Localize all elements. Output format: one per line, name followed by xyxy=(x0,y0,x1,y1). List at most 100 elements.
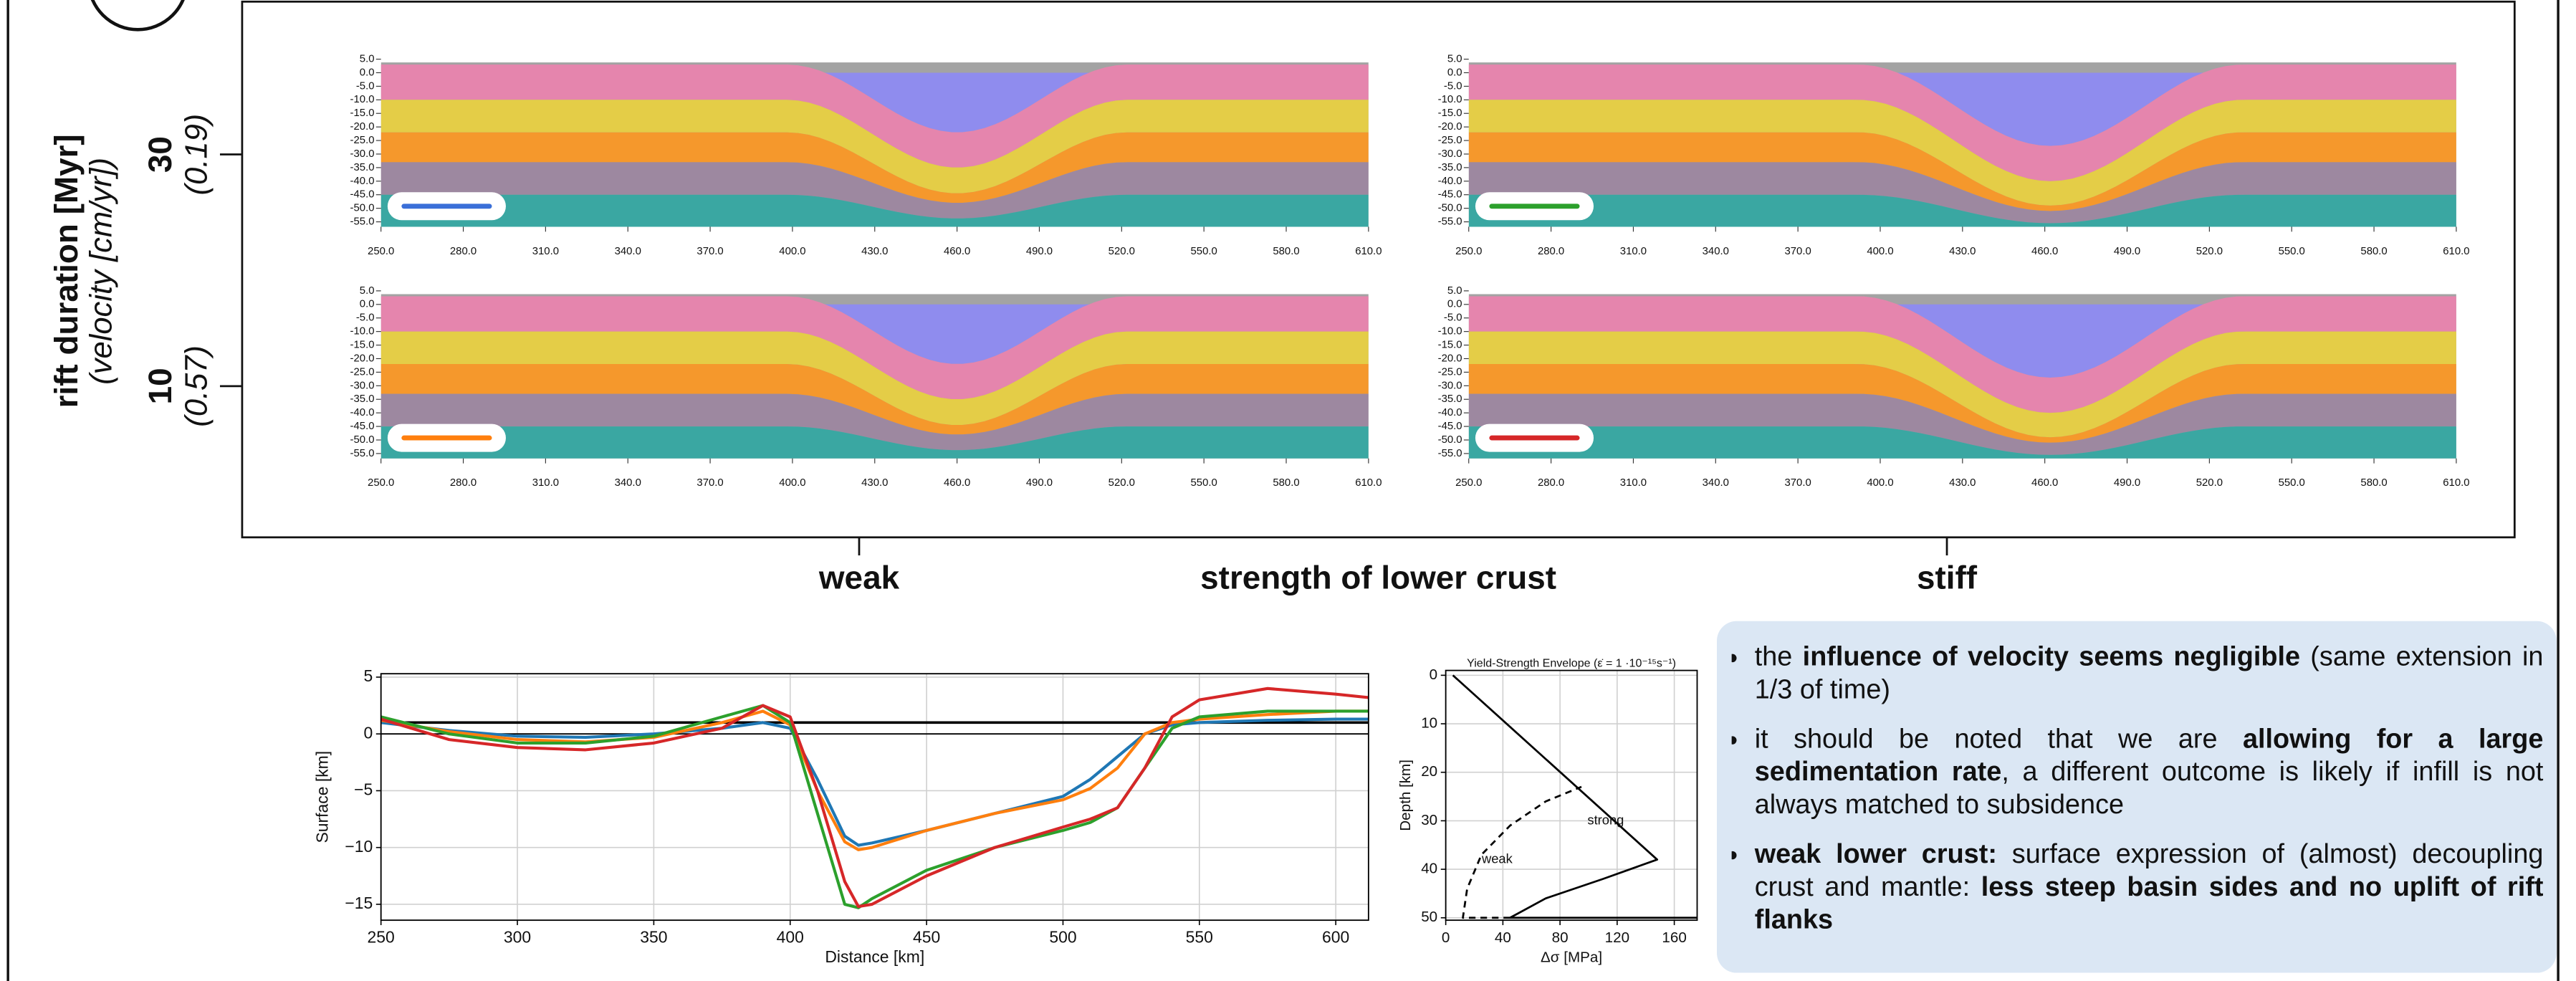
note: it should be noted that we are allowing … xyxy=(1755,723,2544,822)
x-tick-label: 580.0 xyxy=(2360,477,2387,489)
x-tick-label: 400.0 xyxy=(779,246,805,257)
y-tick-label: 50 xyxy=(1421,909,1437,925)
x-tick-label: 350 xyxy=(640,927,667,946)
series-line xyxy=(1462,785,1582,919)
note-text: the xyxy=(1754,642,1803,672)
y-tick-label: −5 xyxy=(354,780,373,799)
series-line xyxy=(380,717,1369,847)
y-tick-label: −15 xyxy=(345,894,373,912)
notes-container: the influence of velocity seems negligib… xyxy=(1732,641,2544,970)
x-tick-label: 250.0 xyxy=(1455,246,1482,257)
row-axis-title: rift duration [Myr] xyxy=(47,134,85,408)
y-tick-label: -30.0 xyxy=(1438,380,1462,391)
x-tick-label: 280.0 xyxy=(450,477,477,489)
x-tick-label: 520.0 xyxy=(1109,477,1135,489)
rock-layer xyxy=(1468,364,2456,443)
y-tick-label: -15.0 xyxy=(1438,107,1462,119)
x-tick-label: 370.0 xyxy=(1785,477,1811,489)
x-tick-label: 400.0 xyxy=(779,477,805,489)
series-line xyxy=(380,709,1369,851)
note-emphasis: allowing for a large sedimentation rate xyxy=(1754,724,2544,788)
x-tick-label: 400 xyxy=(777,927,804,946)
y-axis-label: Surface [km] xyxy=(312,751,331,843)
model-image xyxy=(1468,62,2456,227)
row-axis-subtitle: (velocity [cm/yr]) xyxy=(85,158,119,385)
y-axis-label: Depth [km] xyxy=(1397,760,1414,831)
x-tick-label: 250.0 xyxy=(368,477,394,489)
y-tick-label: -25.0 xyxy=(1438,135,1462,146)
x-tick-label: 370.0 xyxy=(696,477,723,489)
x-tick-label: 600 xyxy=(1322,927,1349,946)
axes-frame xyxy=(1445,669,1698,922)
x-tick-label: 550.0 xyxy=(1191,246,1217,257)
row-label: 30 xyxy=(141,136,178,173)
note-emphasis: less steep basin sides and no uplift of … xyxy=(1754,872,2544,935)
x-tick-label: 580.0 xyxy=(2360,246,2387,257)
x-tick-label: 250 xyxy=(368,927,395,946)
y-tick-label: -40.0 xyxy=(350,176,375,187)
y-tick-label: -20.0 xyxy=(1438,121,1462,133)
rock-layer xyxy=(1468,100,2456,206)
rock-layer xyxy=(1468,331,2456,438)
y-tick-label: -55.0 xyxy=(350,216,375,228)
rock-layer xyxy=(1468,393,2456,455)
y-tick-label: -30.0 xyxy=(1438,148,1462,160)
y-tick-label: 0.0 xyxy=(1447,67,1462,78)
x-tick-label: 430.0 xyxy=(861,246,888,257)
series-line xyxy=(380,704,1369,909)
rock-layer xyxy=(1468,162,2456,224)
x-tick-label: 400.0 xyxy=(1867,477,1893,489)
x-tick-label: 340.0 xyxy=(615,477,641,489)
rock-layer xyxy=(380,64,1369,168)
note-emphasis: influence of velocity seems negligible xyxy=(1802,642,2300,672)
y-tick-label: 10 xyxy=(1421,715,1437,732)
model-image xyxy=(380,62,1369,227)
y-tick-label: -20.0 xyxy=(350,121,375,133)
row-sublabel: (0.57) xyxy=(180,345,214,427)
y-tick-label: -20.0 xyxy=(1438,353,1462,364)
notes: the influence of velocity seems negligib… xyxy=(1732,641,2544,937)
series-line xyxy=(380,686,1369,909)
note-text: , a different outcome is likely if infil… xyxy=(1754,757,2544,820)
rock-layer xyxy=(380,426,1369,459)
x-tick-label: 610.0 xyxy=(1355,477,1382,489)
rock-layer xyxy=(1468,426,2456,459)
y-tick-label: -40.0 xyxy=(1438,176,1462,187)
rock-layer xyxy=(380,162,1369,219)
x-axis-label: Δσ [MPa] xyxy=(1541,949,1602,965)
y-tick-label: -30.0 xyxy=(350,148,375,160)
x-tick-label: 430.0 xyxy=(1949,477,1976,489)
y-tick-label: -35.0 xyxy=(350,393,375,405)
notes-box xyxy=(1717,621,2557,973)
x-tick-label: 460.0 xyxy=(2031,477,2058,489)
y-tick-label: 5 xyxy=(363,666,373,685)
column-label: weak xyxy=(818,559,900,596)
y-tick-label: -15.0 xyxy=(350,339,375,350)
x-tick-label: 340.0 xyxy=(615,246,641,257)
x-tick-label: 580.0 xyxy=(1273,477,1299,489)
x-tick-label: 520.0 xyxy=(1109,246,1135,257)
note-text: it should be noted that we are xyxy=(1754,724,2243,755)
note-emphasis: weak lower crust: xyxy=(1754,839,1997,870)
x-tick-label: 300 xyxy=(504,927,531,946)
row-sublabel: (0.19) xyxy=(180,114,214,196)
note: the influence of velocity seems negligib… xyxy=(1755,641,2544,707)
y-tick-label: 30 xyxy=(1421,812,1437,828)
x-tick-label: 160 xyxy=(1662,929,1686,946)
y-tick-label: -55.0 xyxy=(1438,448,1462,459)
x-tick-label: 310.0 xyxy=(1620,246,1647,257)
y-tick-label: 0.0 xyxy=(360,67,375,78)
y-tick-label: 0.0 xyxy=(360,299,375,310)
y-tick-label: 5.0 xyxy=(360,285,375,297)
y-tick-label: -50.0 xyxy=(350,434,375,446)
y-tick-label: 5.0 xyxy=(1447,285,1462,297)
section-badge xyxy=(90,0,185,32)
y-tick-label: -10.0 xyxy=(350,94,375,105)
notes-list: the influence of velocity seems negligib… xyxy=(1732,641,2544,937)
y-tick-label: -20.0 xyxy=(350,353,375,364)
x-tick-label: 310.0 xyxy=(532,246,559,257)
x-tick-label: 490.0 xyxy=(2114,246,2140,257)
model-image xyxy=(1468,294,2456,459)
x-tick-label: 120 xyxy=(1605,929,1629,946)
